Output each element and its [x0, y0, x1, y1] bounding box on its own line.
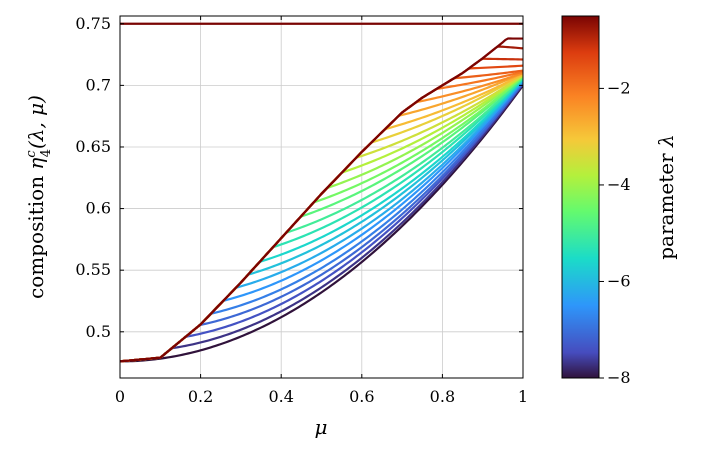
x-tick-label: 0.2	[188, 387, 213, 406]
y-axis-ticks: 0.5 0.55 0.6 0.65 0.7 0.75	[75, 14, 523, 341]
y-axis-label-args: (λ, μ)	[24, 95, 48, 149]
colorbar	[561, 15, 600, 379]
y-tick-label: 0.7	[86, 75, 111, 94]
colorbar-tick-label: −2	[607, 78, 631, 97]
x-axis-label: μ	[315, 415, 328, 439]
colorbar-tick-label: −6	[607, 271, 631, 290]
x-tick-label: 0.4	[268, 387, 293, 406]
colorbar-ticks: −8 −6 −4 −2	[599, 78, 631, 387]
x-tick-label: 0	[115, 387, 125, 406]
y-tick-label: 0.6	[86, 199, 111, 218]
lambda-curve	[120, 83, 523, 363]
y-tick-label: 0.65	[75, 137, 111, 156]
y-axis-label: composition ηc4(λ, μ)	[24, 95, 54, 299]
lambda-curve	[120, 84, 523, 363]
x-axis-ticks: 0 0.2 0.4 0.6 0.8 1	[115, 16, 528, 406]
x-tick-label: 0.6	[349, 387, 374, 406]
y-tick-label: 0.5	[86, 322, 111, 341]
colorbar-tick-label: −8	[607, 368, 631, 387]
plot-frame	[119, 15, 524, 379]
y-tick-label: 0.55	[75, 260, 111, 279]
y-axis-label-superscript: c	[24, 150, 39, 158]
lambda-curve	[120, 37, 523, 363]
colorbar-tick-label: −4	[607, 175, 631, 194]
curve-group	[120, 22, 523, 363]
plot-area	[120, 16, 523, 378]
colorbar-label: parameter λ	[654, 134, 678, 260]
x-tick-label: 0.8	[430, 387, 455, 406]
colorbar-label-prefix: parameter	[654, 147, 678, 260]
colorbar-label-symbol: λ	[654, 134, 678, 148]
y-axis-label-symbol: η	[24, 158, 48, 170]
y-axis-label-prefix: composition	[24, 170, 48, 299]
x-tick-label: 1	[518, 387, 528, 406]
y-axis-label-subscript: 4	[39, 149, 54, 157]
y-tick-label: 0.75	[75, 14, 111, 33]
